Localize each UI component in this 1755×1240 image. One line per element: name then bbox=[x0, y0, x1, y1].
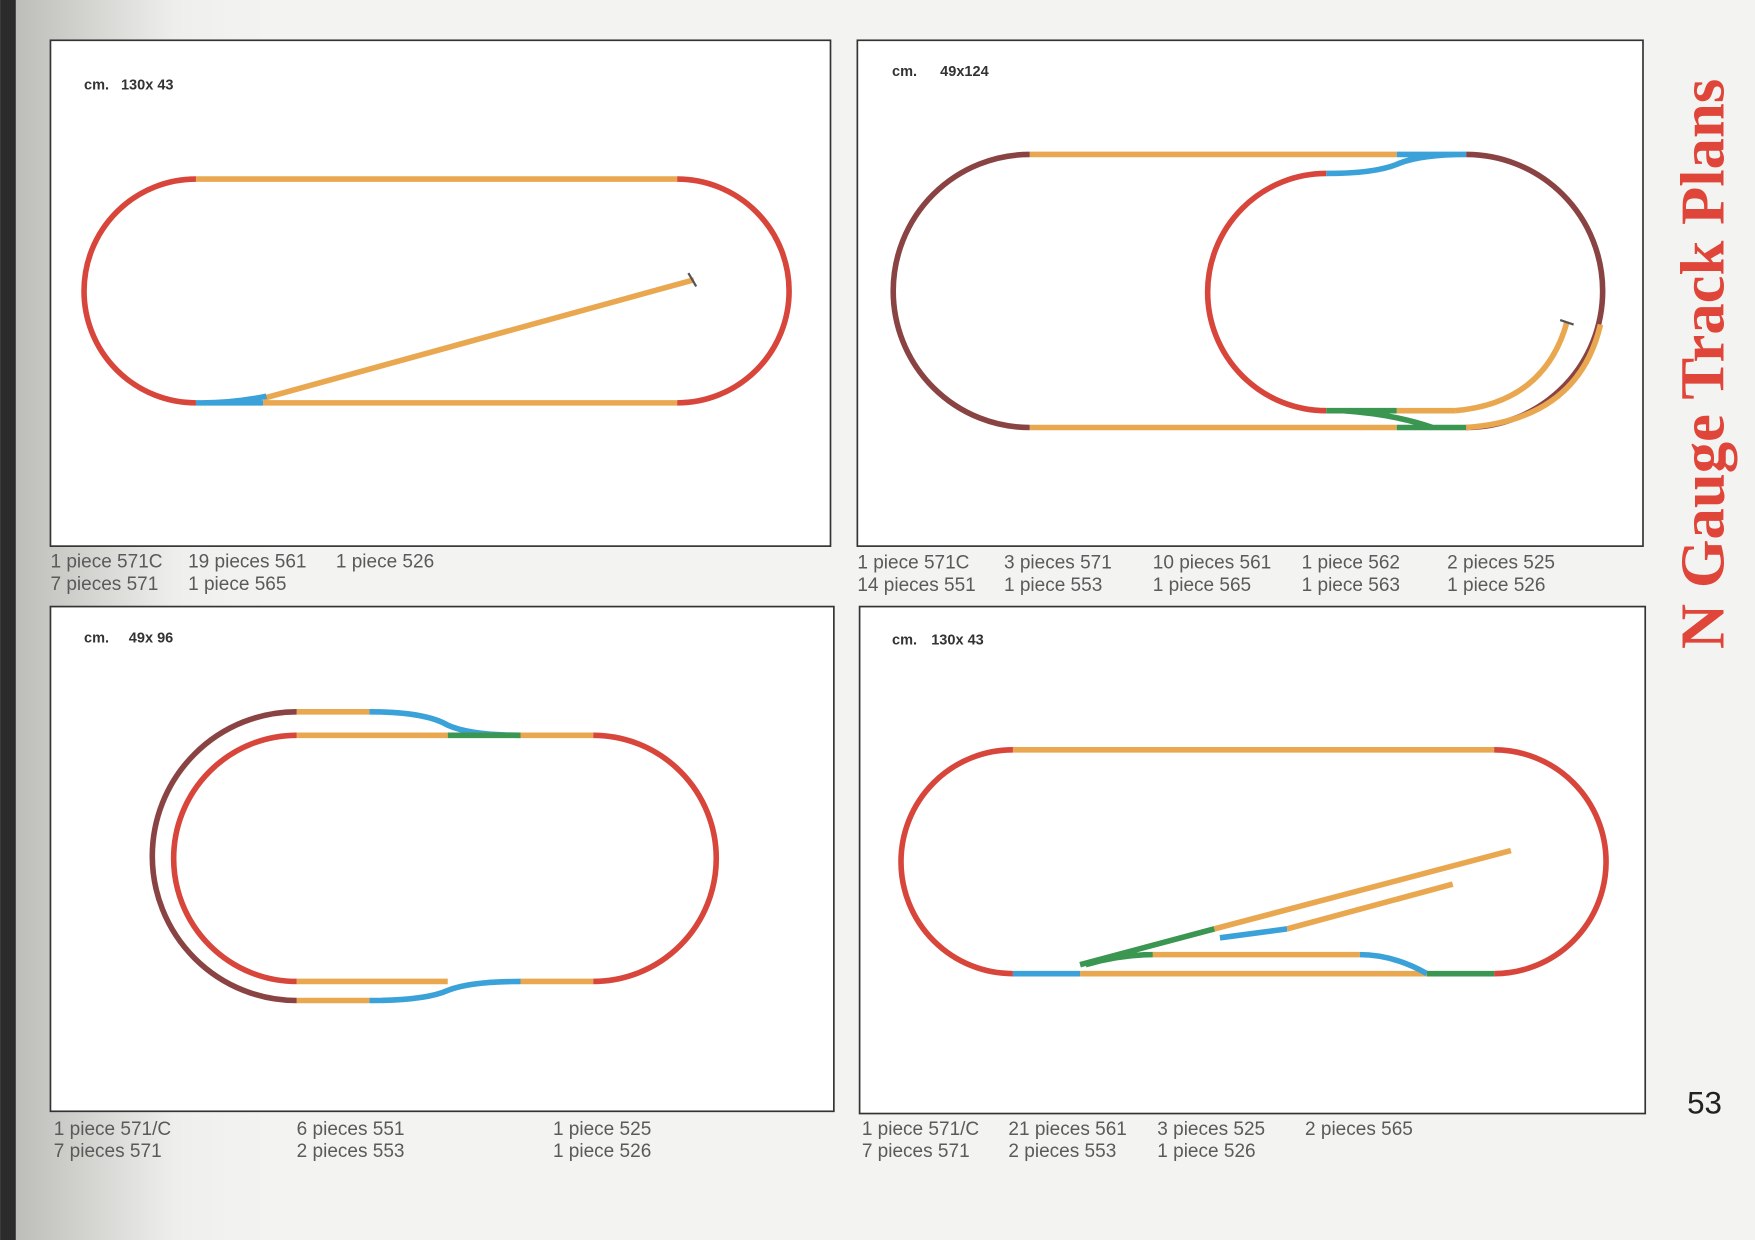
unit-label: cm. bbox=[84, 78, 109, 94]
part-item: 7 pieces 571 bbox=[50, 574, 158, 595]
plan-box bbox=[49, 39, 832, 547]
part-item: 3 pieces 571 bbox=[1004, 553, 1112, 574]
track-plan bbox=[149, 708, 720, 1004]
part-item: 2 pieces 565 bbox=[1305, 1119, 1413, 1140]
part-item: 21 pieces 561 bbox=[1008, 1119, 1126, 1140]
page-title: N Gauge Track Plans bbox=[1668, 79, 1738, 649]
part-item: 2 pieces 553 bbox=[1008, 1141, 1116, 1162]
part-item: 1 piece 565 bbox=[1153, 575, 1251, 596]
track-plan bbox=[898, 747, 1609, 977]
track-plan bbox=[890, 151, 1606, 431]
part-item: 19 pieces 561 bbox=[188, 551, 306, 572]
part-item: 7 pieces 571 bbox=[54, 1141, 162, 1162]
part-item: 1 piece 525 bbox=[553, 1119, 651, 1140]
part-item: 1 piece 526 bbox=[336, 551, 434, 572]
size-label: 49x 96 bbox=[129, 630, 173, 646]
part-item: 1 piece 526 bbox=[1157, 1141, 1255, 1162]
plan-box bbox=[49, 605, 835, 1113]
size-label: 49x124 bbox=[940, 64, 989, 80]
part-item: 2 pieces 553 bbox=[297, 1141, 405, 1162]
part-item: 14 pieces 551 bbox=[857, 575, 975, 596]
plan-box bbox=[858, 605, 1647, 1115]
unit-label: cm. bbox=[892, 64, 917, 80]
binding bbox=[0, 0, 16, 1240]
unit-label: cm. bbox=[84, 630, 109, 646]
plan-box bbox=[856, 39, 1644, 547]
part-item: 1 piece 563 bbox=[1302, 575, 1400, 596]
part-item: 1 piece 571/C bbox=[54, 1119, 172, 1140]
part-item: 10 pieces 561 bbox=[1153, 553, 1271, 574]
part-item: 1 piece 571C bbox=[857, 553, 969, 574]
part-item: 1 piece 526 bbox=[1447, 575, 1545, 596]
part-item: 1 piece 565 bbox=[188, 574, 286, 595]
part-item: 2 pieces 525 bbox=[1447, 553, 1555, 574]
page-number: 53 bbox=[1687, 1086, 1722, 1121]
track-plan bbox=[81, 176, 792, 406]
part-item: 1 piece 526 bbox=[553, 1141, 651, 1162]
size-label: 130x 43 bbox=[121, 78, 174, 94]
part-item: 7 pieces 571 bbox=[862, 1141, 970, 1162]
part-item: 3 pieces 525 bbox=[1157, 1119, 1265, 1140]
part-item: 1 piece 553 bbox=[1004, 575, 1102, 596]
unit-label: cm. bbox=[892, 633, 917, 649]
part-item: 1 piece 571C bbox=[50, 551, 162, 572]
part-item: 1 piece 562 bbox=[1302, 553, 1400, 574]
part-item: 1 piece 571/C bbox=[862, 1119, 980, 1140]
part-item: 6 pieces 551 bbox=[297, 1119, 405, 1140]
size-label: 130x 43 bbox=[931, 633, 984, 649]
